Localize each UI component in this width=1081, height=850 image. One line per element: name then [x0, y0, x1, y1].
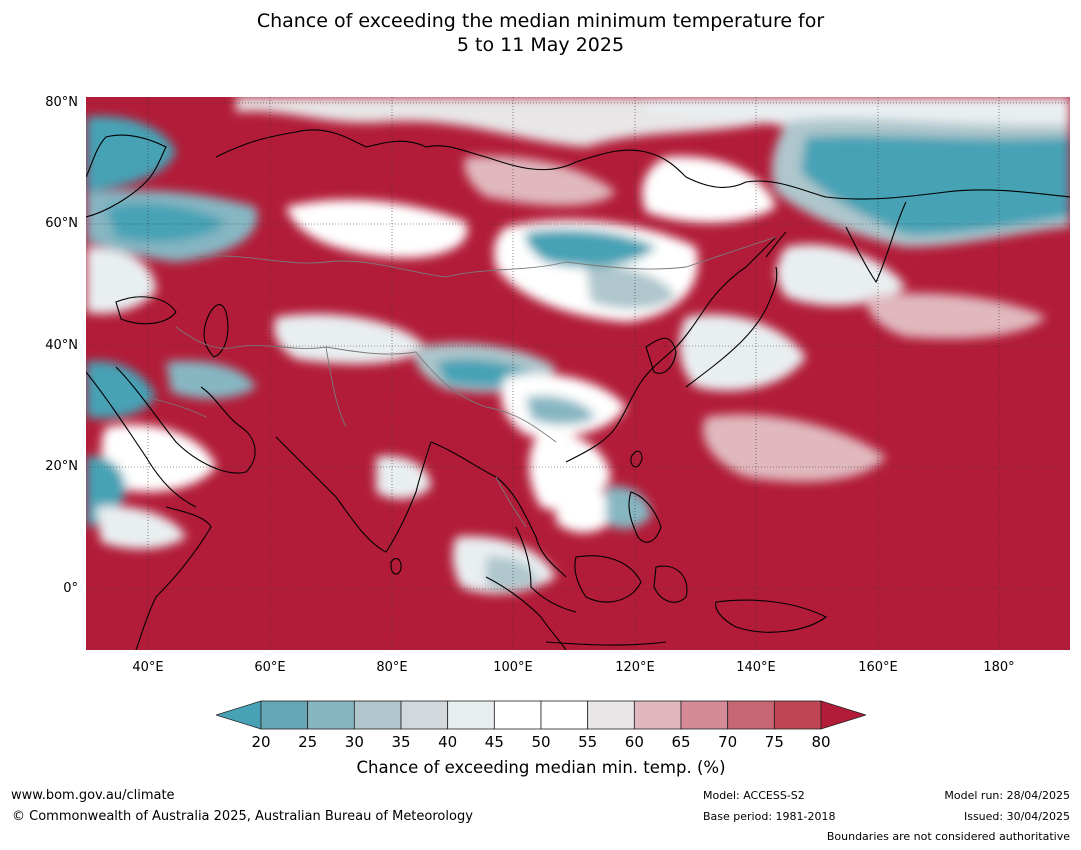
graticule: [86, 97, 1070, 650]
colorbar-tick-label: 45: [484, 733, 504, 751]
colorbar-cell: [540, 700, 589, 730]
colorbar-cell: [680, 700, 729, 730]
colorbar-cell: [353, 700, 402, 730]
lon-label-60e: 60°E: [254, 660, 286, 675]
lon-label-120e: 120°E: [615, 660, 655, 675]
colorbar-tick-label: 70: [718, 733, 738, 751]
colorbar-tick-label: 35: [391, 733, 411, 751]
lat-label-20n: 20°N: [45, 459, 78, 474]
forecast-map-canvas: [86, 97, 1070, 650]
lon-label-160e: 160°E: [858, 660, 898, 675]
footer-disclaimer: Boundaries are not considered authoritat…: [826, 830, 1070, 843]
colorbar-cell: [307, 700, 355, 730]
colorbar-cell: [727, 700, 775, 730]
footer-website: www.bom.gov.au/climate: [11, 788, 175, 803]
colorbar-cell: [587, 700, 635, 730]
lat-label-0: 0°: [63, 581, 78, 596]
colorbar-cell: [447, 700, 495, 730]
colorbar-cell: [773, 700, 822, 730]
lon-label-140e: 140°E: [736, 660, 776, 675]
colorbar-tick-label: 60: [624, 733, 644, 751]
footer-base-period: Base period: 1981-2018: [703, 810, 836, 823]
lon-label-80e: 80°E: [376, 660, 408, 675]
colorbar-cell: [493, 700, 542, 730]
lat-label-40n: 40°N: [45, 338, 78, 353]
country-boundaries: [145, 236, 777, 528]
colorbar-canvas: [214, 700, 868, 730]
forecast-map: [86, 97, 1070, 650]
lon-label-180: 180°: [983, 660, 1015, 675]
lon-label-40e: 40°E: [132, 660, 164, 675]
colorbar-cell: [260, 700, 309, 730]
colorbar-tick-label: 65: [671, 733, 691, 751]
colorbar-tick-label: 40: [438, 733, 458, 751]
colorbar-label: Chance of exceeding median min. temp. (%…: [356, 758, 726, 777]
lat-label-60n: 60°N: [45, 216, 78, 231]
colorbar-cell: [633, 700, 682, 730]
coastlines: [86, 129, 1070, 650]
map-title-line-1: Chance of exceeding the median minimum t…: [256, 10, 825, 32]
colorbar-over-arrow: [820, 700, 868, 730]
lat-label-80n: 80°N: [45, 95, 78, 110]
footer-model: Model: ACCESS-S2: [703, 789, 805, 802]
colorbar-cell: [400, 700, 449, 730]
footer-model-run: Model run: 28/04/2025: [944, 789, 1070, 802]
colorbar-tick-label: 30: [344, 733, 364, 751]
colorbar-tick-label: 75: [764, 733, 784, 751]
map-title-line-2: 5 to 11 May 2025: [456, 34, 625, 56]
colorbar-under-arrow: [214, 700, 262, 730]
footer-issued: Issued: 30/04/2025: [963, 810, 1070, 823]
colorbar-tick-label: 25: [298, 733, 318, 751]
colorbar-tick-label: 55: [578, 733, 598, 751]
colorbar: [214, 700, 868, 730]
colorbar-tick-label: 50: [531, 733, 551, 751]
lon-label-100e: 100°E: [493, 660, 533, 675]
footer-copyright: © Commonwealth of Australia 2025, Austra…: [12, 809, 473, 824]
colorbar-tick-label: 20: [251, 733, 271, 751]
colorbar-tick-label: 80: [811, 733, 831, 751]
